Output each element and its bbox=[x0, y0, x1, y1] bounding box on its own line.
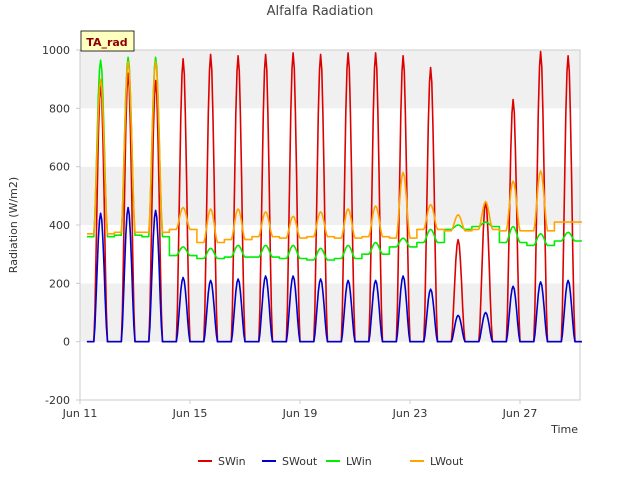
ta-rad-badge: TA_rad bbox=[80, 30, 135, 52]
grid-band bbox=[80, 283, 580, 342]
grid-band bbox=[80, 108, 580, 167]
y-tick-label: -200 bbox=[45, 394, 70, 407]
y-tick-label: 1000 bbox=[42, 44, 70, 57]
series-line-lwout bbox=[86, 60, 582, 244]
y-tick-label: 400 bbox=[49, 219, 70, 232]
legend-label-swout: SWout bbox=[282, 455, 318, 468]
y-axis-title: Radiation (W/m2) bbox=[7, 177, 20, 273]
y-tick-label: 200 bbox=[49, 277, 70, 290]
ta-rad-badge-label: TA_rad bbox=[86, 36, 127, 49]
legend-label-lwout: LWout bbox=[430, 455, 464, 468]
series-line-swout bbox=[86, 206, 582, 343]
series-lines bbox=[86, 50, 582, 343]
series-line-lwin bbox=[86, 56, 582, 261]
x-tick-label: Jun 15 bbox=[172, 407, 208, 420]
grid-band bbox=[80, 225, 580, 284]
x-tick-label: Jun 19 bbox=[282, 407, 318, 420]
y-tick-label: 800 bbox=[49, 102, 70, 115]
x-axis-ticks: Jun 11 Jun 15 Jun 19 Jun 23 Jun 27 bbox=[62, 400, 538, 420]
x-tick-label: Jun 11 bbox=[62, 407, 98, 420]
grid-band bbox=[80, 166, 580, 225]
x-tick-label: Jun 27 bbox=[502, 407, 538, 420]
grid-band bbox=[80, 341, 580, 400]
grid-band bbox=[80, 50, 580, 109]
x-tick-label: Jun 23 bbox=[392, 407, 428, 420]
legend-label-swin: SWin bbox=[218, 455, 246, 468]
y-tick-label: 600 bbox=[49, 161, 70, 174]
x-axis-title: Time bbox=[550, 423, 578, 436]
legend: SWin SWout LWin LWout bbox=[198, 455, 464, 468]
y-axis-ticks: -200 0 200 400 600 800 1000 bbox=[42, 44, 80, 407]
legend-label-lwin: LWin bbox=[346, 455, 372, 468]
y-tick-label: 0 bbox=[63, 336, 70, 349]
chart-title: Alfalfa Radiation bbox=[267, 4, 374, 19]
grid-bands bbox=[80, 50, 580, 400]
